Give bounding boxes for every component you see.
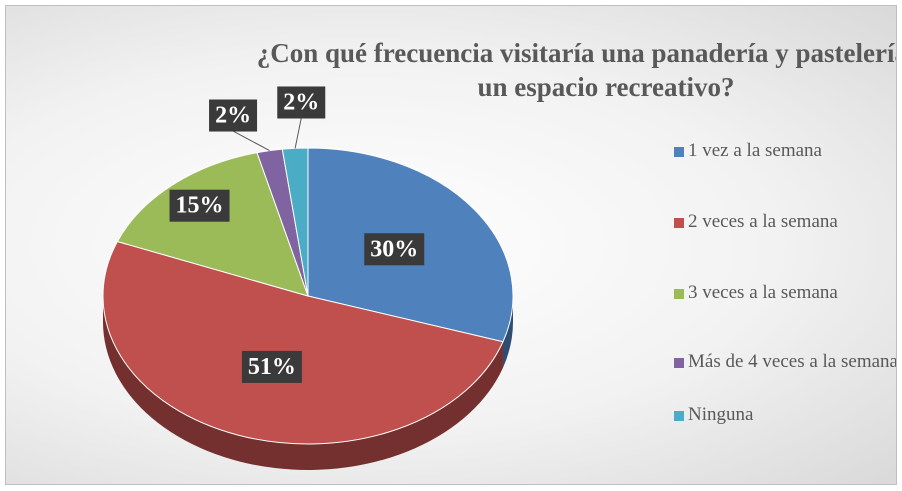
legend-item: 2 veces a la semana bbox=[674, 210, 896, 234]
legend-item: 1 vez a la semana bbox=[674, 139, 896, 163]
plot: 30% 51% 15% 2% 2% bbox=[102, 86, 514, 470]
legend-item: Más de 4 veces a la semana bbox=[674, 350, 897, 374]
data-label-box bbox=[209, 99, 258, 132]
slice-side bbox=[103, 296, 503, 470]
slice bbox=[116, 152, 309, 297]
leader-line bbox=[294, 117, 302, 149]
slice-side bbox=[502, 296, 513, 368]
legend-item: Ninguna bbox=[674, 403, 896, 427]
data-label: 2% bbox=[215, 103, 251, 129]
data-label: 2% bbox=[283, 89, 319, 115]
legend-label: 1 vez a la semana bbox=[688, 140, 822, 161]
legend-item: 3 veces a la semana bbox=[674, 281, 896, 305]
slice bbox=[102, 240, 504, 445]
chart-title: ¿Con qué frecuencia visitaría una panade… bbox=[256, 38, 897, 102]
legend-swatch bbox=[674, 218, 684, 228]
data-label-box bbox=[277, 86, 326, 119]
legend-swatch bbox=[674, 147, 684, 157]
legend-label: 3 veces a la semana bbox=[688, 282, 838, 303]
data-label: 30% bbox=[370, 236, 418, 262]
legend-label: 2 veces a la semana bbox=[688, 211, 838, 232]
legend-label: Más de 4 veces a la semana bbox=[688, 351, 897, 372]
data-label-box bbox=[364, 233, 425, 266]
data-label-box bbox=[169, 189, 230, 222]
legend: 1 vez a la semana 2 veces a la semana 3 ve… bbox=[674, 139, 897, 427]
data-label: 51% bbox=[248, 354, 296, 380]
leader-line bbox=[232, 130, 270, 152]
chart-area: 30% 51% 15% 2% 2% ¿Con qué frecuencia visita… bbox=[5, 5, 897, 485]
legend-swatch bbox=[674, 411, 684, 421]
data-label-box bbox=[241, 350, 302, 383]
legend-swatch bbox=[674, 358, 684, 368]
legend-swatch bbox=[674, 289, 684, 299]
legend-label: Ninguna bbox=[688, 404, 754, 425]
data-label: 15% bbox=[176, 193, 224, 219]
